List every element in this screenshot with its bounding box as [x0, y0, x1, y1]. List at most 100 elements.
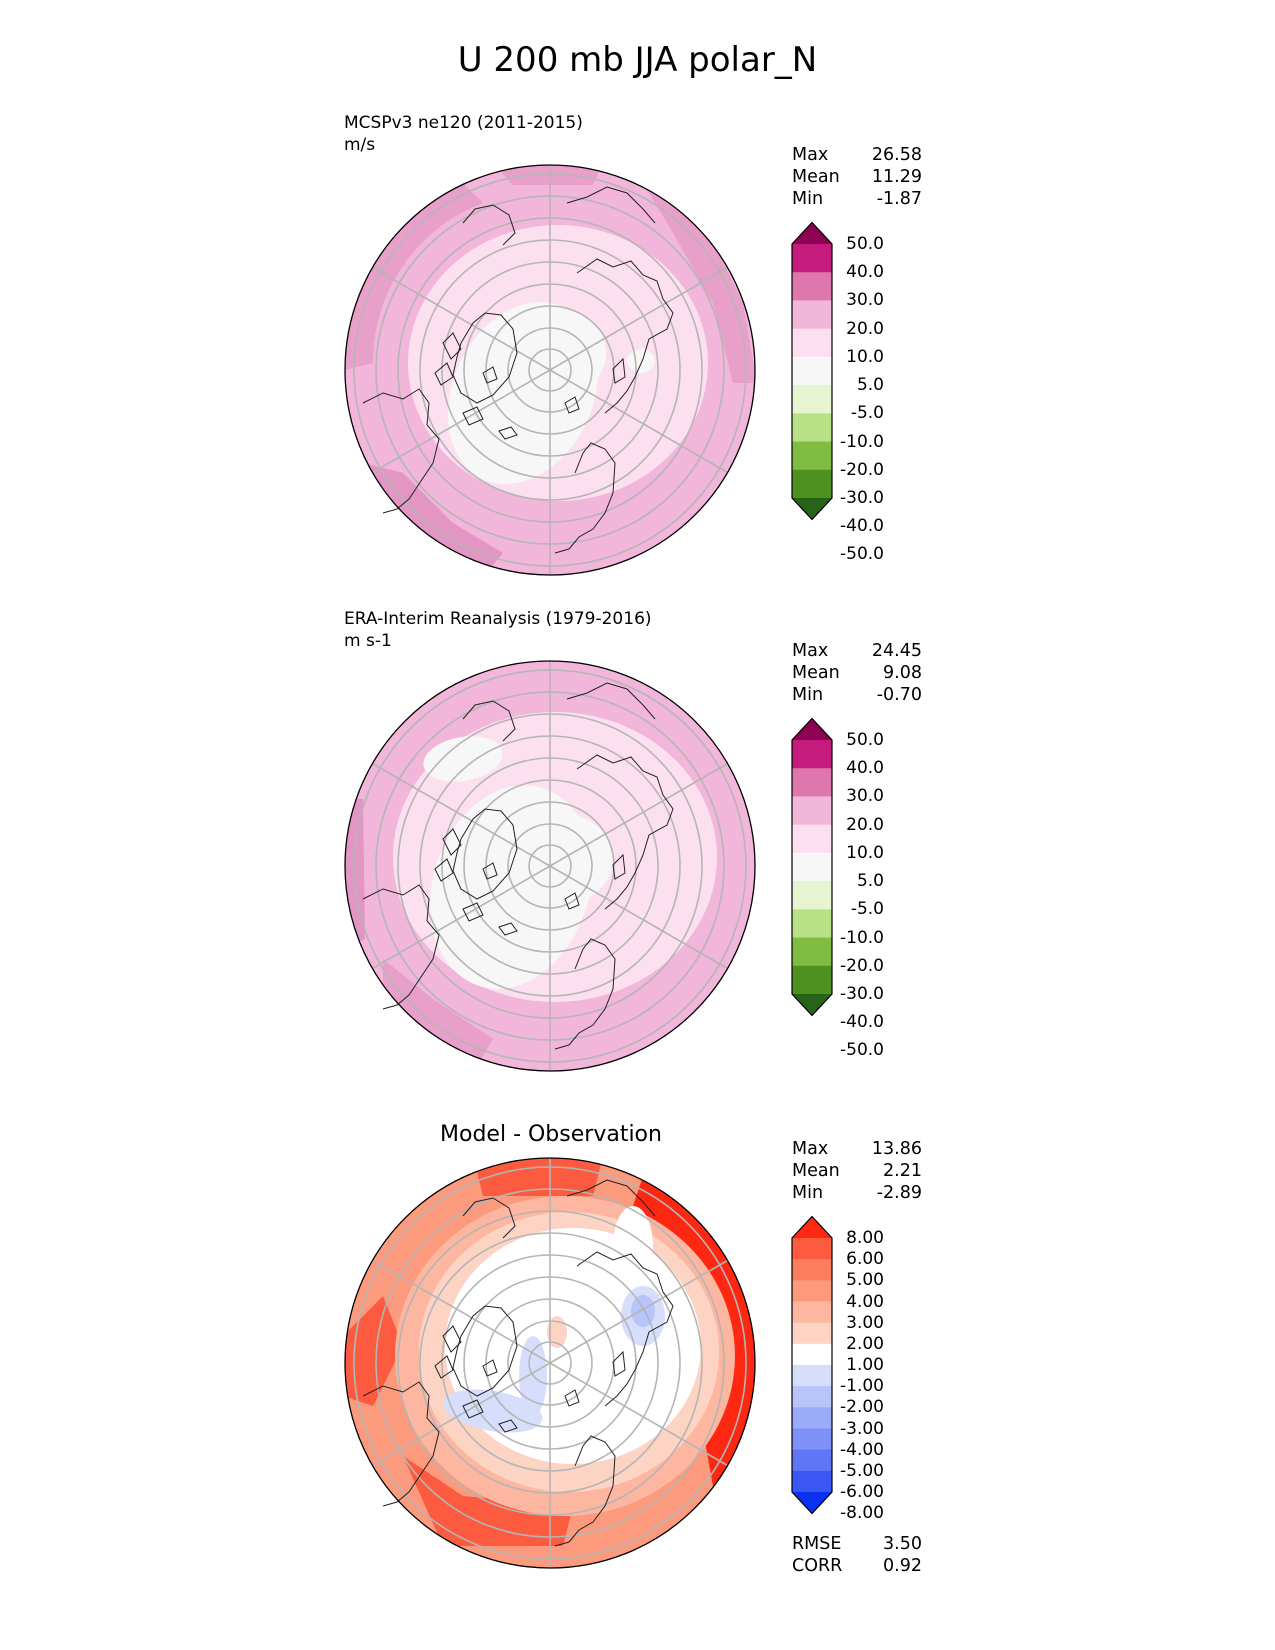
colorbar-extend-min: [792, 498, 832, 520]
diff-polar-map: [344, 1157, 756, 1569]
colorbar-tick-label: -10.0: [840, 927, 884, 948]
colorbar-swatch: [792, 1259, 832, 1281]
mean-label: Mean: [792, 663, 840, 683]
coastlines: [362, 682, 674, 1050]
colorbar-tick-label: 1.00: [846, 1355, 884, 1375]
corr-label: CORR: [792, 1556, 843, 1576]
colorbar-tick-label: 40.0: [846, 262, 884, 283]
meridian-line: [549, 762, 728, 867]
diff-metrics: RMSE 3.50 CORR 0.92: [792, 1533, 922, 1577]
diff-neg2-neg3: [631, 1295, 655, 1327]
colorbar-tick-label: -1.00: [840, 1376, 884, 1397]
coastline: [452, 808, 518, 900]
mean-value: 9.08: [883, 663, 922, 683]
ref-units: m s-1: [344, 631, 392, 651]
diff-1-2: [547, 1316, 567, 1348]
colorbar-swatch: [792, 965, 832, 995]
diff-6-8: [473, 1158, 603, 1196]
meridian-line: [372, 1259, 551, 1364]
colorbar-swatch: [792, 1449, 832, 1472]
max-label: Max: [792, 641, 829, 661]
colorbar-swatch: [792, 272, 832, 301]
coastline: [434, 1325, 498, 1419]
colorbar-outline: [791, 1216, 833, 1514]
colorbar-tick-label: 50.0: [846, 730, 884, 750]
mean-label: Mean: [792, 167, 840, 187]
colorbar-swatch: [792, 1365, 832, 1387]
test-colorbar: [791, 222, 833, 520]
test-stats: Max 26.58 Mean 11.29 Min -1.87: [792, 144, 922, 210]
meridian-line: [372, 1362, 551, 1467]
colorbar-tick-label: -2.00: [840, 1397, 884, 1418]
coastline: [462, 700, 516, 742]
colorbar-tick-label: 30.0: [846, 786, 884, 807]
coastline: [564, 892, 580, 910]
colorbar-tick-label: 30.0: [846, 290, 884, 311]
max-value: 13.86: [871, 1139, 922, 1159]
coastline: [498, 922, 518, 936]
colorbar-tick-label: -40.0: [840, 516, 884, 537]
colorbar-tick-label: -8.00: [840, 1503, 884, 1524]
mean-value: 2.21: [883, 1161, 922, 1181]
colorbar-tick-label: -20.0: [840, 955, 884, 976]
max-value: 24.45: [871, 641, 922, 661]
colorbar-swatch: [792, 796, 832, 826]
diff-neg1-neg2: [443, 1389, 543, 1433]
meridian-line: [549, 369, 728, 474]
ref-name: ERA-Interim Reanalysis (1979-2016): [344, 609, 652, 629]
coastline: [498, 426, 518, 440]
map-boundary: [344, 660, 756, 1072]
coastline: [566, 682, 656, 720]
coastline: [362, 1381, 440, 1507]
field-neg5-5: [627, 349, 655, 373]
max-value: 26.58: [871, 145, 922, 165]
graticule: [353, 165, 747, 575]
mean-label: Mean: [792, 1161, 840, 1181]
colorbar-swatch: [792, 824, 832, 854]
map-boundary: [344, 1157, 756, 1569]
colorbar-tick-label: 5.0: [856, 375, 884, 396]
field-neg5-5: [423, 736, 503, 782]
colorbar-tick-label: -30.0: [840, 984, 884, 1004]
colorbar-swatch: [792, 1322, 832, 1345]
diff-neg1-1: [613, 1206, 653, 1286]
meridian-line: [372, 865, 551, 970]
ref-polar-map: [344, 660, 756, 1072]
rmse-value: 3.50: [883, 1534, 922, 1554]
mean-value: 11.29: [871, 167, 922, 187]
colorbar-swatch: [792, 1428, 832, 1451]
colorbar-swatch: [792, 1343, 832, 1366]
coastline: [576, 258, 674, 414]
colorbar-swatch: [792, 909, 832, 939]
colorbar-swatch: [792, 881, 832, 910]
coastline: [554, 442, 616, 554]
colorbar-tick-label: 20.0: [846, 814, 884, 835]
colorbar-swatch: [792, 244, 832, 273]
colorbar-tick-label: 4.00: [846, 1291, 884, 1312]
colorbar-tick-label: -5.0: [850, 403, 884, 424]
min-value: -0.70: [876, 685, 922, 705]
coastline: [612, 853, 626, 880]
graticule: [353, 661, 747, 1071]
colorbar-tick-label: 10.0: [846, 842, 884, 863]
coastline: [554, 1435, 616, 1547]
colorbar-swatch: [792, 852, 832, 882]
min-value: -1.87: [876, 189, 922, 209]
ref-stats: Max 24.45 Mean 9.08 Min -0.70: [792, 640, 922, 706]
coastline: [462, 1197, 516, 1239]
coastline: [434, 332, 498, 426]
coastline: [566, 1179, 656, 1217]
colorbar-swatch: [792, 1238, 832, 1260]
max-label: Max: [792, 1139, 829, 1159]
coastline: [564, 1389, 580, 1407]
colorbar-extend-max: [792, 1216, 832, 1238]
colorbar-tick-label: -50.0: [840, 1040, 884, 1061]
colorbar-outline: [791, 718, 833, 1016]
rmse-label: RMSE: [792, 1534, 842, 1554]
coastlines: [362, 186, 674, 554]
colorbar-tick-label: 20.0: [846, 318, 884, 339]
colorbar-extend-max: [792, 222, 832, 244]
colorbar-swatch: [792, 441, 832, 471]
test-name: MCSPv3 ne120 (2011-2015): [344, 113, 583, 133]
colorbar-tick-label: 6.00: [846, 1249, 884, 1270]
